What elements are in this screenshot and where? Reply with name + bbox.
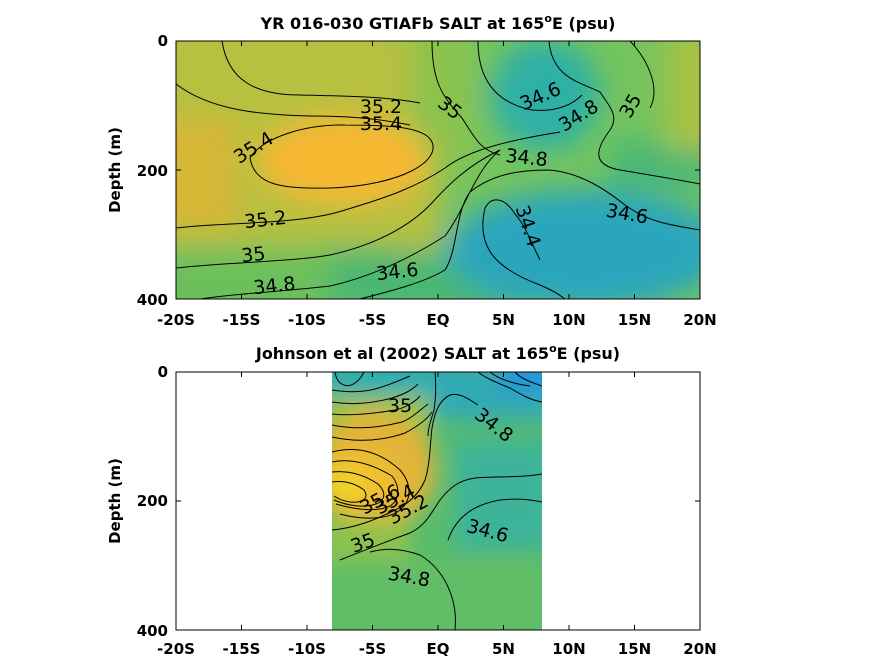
x-tick-label: 5N	[492, 311, 515, 329]
x-tick-label: -10S	[288, 640, 326, 656]
chart-top-x-tick-labels: -20S -15S -10S -5S EQ 5N 10N 15N 20N	[157, 311, 717, 329]
chart-bottom-title: Johnson et al (2002) SALT at 165oE (psu)	[255, 342, 620, 363]
contour-label: 34.6	[375, 259, 419, 285]
contour-label: 35.4	[360, 113, 402, 135]
contour-label: 35	[388, 395, 412, 417]
x-tick-label: EQ	[427, 311, 450, 329]
chart-top: YR 016-030 GTIAFb SALT at 165oE (psu)	[106, 12, 717, 329]
x-tick-label: EQ	[427, 640, 450, 656]
x-tick-label: -15S	[223, 311, 261, 329]
chart-bottom-y-tick-labels: 0 200 400	[137, 363, 168, 640]
y-tick-label: 0	[158, 32, 168, 50]
chart-bottom-salinity-field: 35 34.8 35.6 35.4 35.2 34.6 35 34.8	[332, 372, 542, 630]
x-tick-label: 15N	[618, 311, 651, 329]
chart-bottom-x-tick-labels: -20S -15S -10S -5S EQ 5N 10N 15N 20N	[157, 640, 717, 656]
x-tick-label: 20N	[683, 311, 716, 329]
chart-bottom: Johnson et al (2002) SALT at 165oE (psu)	[106, 342, 717, 656]
contour-label: 35.2	[243, 207, 287, 233]
y-tick-label: 400	[137, 291, 168, 309]
contour-label: 35.2	[360, 96, 402, 118]
chart-top-y-axis-label: Depth (m)	[106, 127, 124, 213]
x-tick-label: -10S	[288, 311, 326, 329]
chart-bottom-y-axis-label: Depth (m)	[106, 458, 124, 544]
chart-top-y-tick-labels: 0 200 400	[137, 32, 168, 309]
chart-bottom-contour-labels: 35 34.8 35.6 35.4 35.2 34.6 35 34.8	[348, 395, 517, 592]
chart-bottom-contours	[332, 372, 542, 630]
x-tick-label: 10N	[552, 640, 585, 656]
x-tick-label: -20S	[157, 640, 195, 656]
x-tick-label: 5N	[492, 640, 515, 656]
contour-label: 35	[240, 243, 266, 267]
y-tick-label: 200	[137, 492, 168, 510]
chart-bottom-tick-marks	[176, 372, 700, 630]
chart-top-title: YR 016-030 GTIAFb SALT at 165oE (psu)	[260, 12, 616, 33]
contour-label: 34.8	[252, 273, 296, 299]
x-tick-label: 15N	[618, 640, 651, 656]
x-tick-label: -5S	[359, 640, 386, 656]
y-tick-label: 400	[137, 622, 168, 640]
y-tick-label: 0	[158, 363, 168, 381]
contour-label: 34.8	[504, 145, 548, 171]
x-tick-label: -5S	[359, 311, 386, 329]
chart-top-contours	[176, 41, 700, 299]
chart-top-salinity-field: 35.2 35.4 35.4 35 34.6 34.8 35 34.8 34.4…	[176, 41, 700, 299]
chart-top-tick-marks	[176, 41, 700, 299]
x-tick-label: -20S	[157, 311, 195, 329]
x-tick-label: 10N	[552, 311, 585, 329]
y-tick-label: 200	[137, 162, 168, 180]
x-tick-label: 20N	[683, 640, 716, 656]
x-tick-label: -15S	[223, 640, 261, 656]
